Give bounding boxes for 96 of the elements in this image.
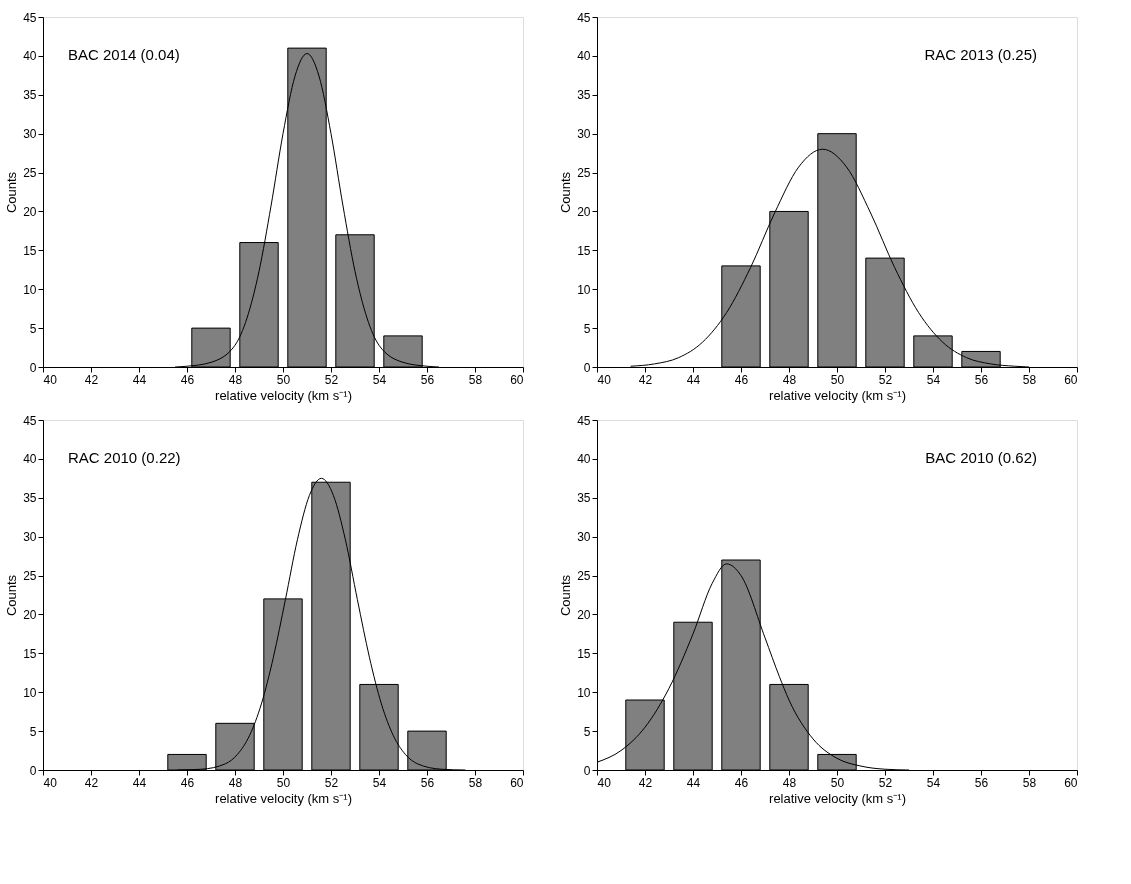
- y-tick-label: 5: [583, 724, 591, 739]
- y-tick-label: 35: [23, 491, 37, 506]
- y-tick-label: 5: [583, 321, 591, 336]
- x-tick-label: 52: [324, 372, 339, 387]
- x-tick-label: 50: [276, 372, 291, 387]
- x-tick-label: 42: [84, 775, 99, 790]
- y-tick-label: 40: [577, 452, 591, 467]
- y-tick-label: 15: [23, 646, 37, 661]
- x-tick-label: 40: [43, 372, 58, 387]
- x-axis-title: relative velocity (km s⁻¹): [769, 790, 906, 806]
- y-tick-label: 30: [23, 530, 37, 545]
- y-tick-label: 30: [577, 530, 591, 545]
- y-tick-label: 25: [577, 569, 591, 584]
- y-tick-label: 15: [577, 646, 591, 661]
- y-axis-title: Counts: [558, 574, 574, 617]
- x-tick-label: 58: [468, 372, 483, 387]
- annotation: BAC 2014 (0.04): [68, 46, 180, 63]
- y-axis-title: Counts: [4, 171, 20, 214]
- y-axis-title: Counts: [558, 171, 574, 214]
- x-tick-label: 42: [638, 372, 653, 387]
- y-tick-label: 35: [577, 88, 591, 103]
- y-tick-label: 15: [23, 243, 37, 258]
- x-tick-label: 48: [782, 372, 797, 387]
- y-tick-label: 40: [23, 452, 37, 467]
- y-tick-label: 25: [577, 166, 591, 181]
- y-tick-label: 45: [577, 10, 591, 25]
- y-tick-label: 20: [577, 204, 591, 219]
- x-tick-label: 54: [372, 372, 387, 387]
- x-tick-label: 54: [926, 372, 941, 387]
- x-tick-label: 50: [276, 775, 291, 790]
- x-tick-label: 60: [1064, 372, 1078, 387]
- y-tick-label: 0: [29, 360, 37, 375]
- y-tick-label: 40: [23, 49, 37, 64]
- x-tick-label: 46: [734, 372, 749, 387]
- y-tick-label: 20: [23, 204, 37, 219]
- x-tick-label: 58: [1022, 372, 1037, 387]
- y-tick-label: 45: [577, 413, 591, 428]
- y-tick-label: 5: [29, 321, 37, 336]
- x-tick-label: 42: [638, 775, 653, 790]
- x-tick-label: 44: [686, 372, 701, 387]
- x-tick-label: 52: [878, 372, 893, 387]
- x-tick-label: 56: [420, 372, 435, 387]
- x-tick-label: 60: [1064, 775, 1078, 790]
- annotation: RAC 2013 (0.25): [924, 46, 1037, 63]
- x-axis-title: relative velocity (km s⁻¹): [215, 387, 352, 403]
- x-tick-label: 60: [510, 775, 524, 790]
- y-axis-title: Counts: [4, 574, 20, 617]
- y-tick-label: 20: [577, 607, 591, 622]
- x-tick-label: 58: [1022, 775, 1037, 790]
- y-tick-label: 0: [583, 763, 591, 778]
- y-tick-label: 25: [23, 569, 37, 584]
- x-tick-label: 44: [132, 775, 147, 790]
- y-tick-label: 10: [577, 685, 591, 700]
- x-tick-label: 60: [510, 372, 524, 387]
- y-tick-label: 20: [23, 607, 37, 622]
- y-tick-label: 10: [23, 282, 37, 297]
- x-tick-label: 52: [878, 775, 893, 790]
- y-tick-label: 45: [23, 10, 37, 25]
- x-tick-label: 54: [372, 775, 387, 790]
- y-tick-label: 35: [577, 491, 591, 506]
- y-tick-label: 0: [29, 763, 37, 778]
- y-tick-label: 10: [23, 685, 37, 700]
- x-axis-title: relative velocity (km s⁻¹): [215, 790, 352, 806]
- x-tick-label: 40: [597, 775, 612, 790]
- annotation: BAC 2010 (0.62): [925, 449, 1037, 466]
- y-tick-label: 45: [23, 413, 37, 428]
- x-tick-label: 42: [84, 372, 99, 387]
- x-tick-label: 56: [974, 372, 989, 387]
- x-tick-label: 58: [468, 775, 483, 790]
- y-tick-label: 25: [23, 166, 37, 181]
- x-tick-label: 50: [830, 372, 845, 387]
- x-tick-label: 54: [926, 775, 941, 790]
- x-tick-label: 52: [324, 775, 339, 790]
- y-tick-label: 40: [577, 49, 591, 64]
- y-tick-label: 30: [23, 127, 37, 142]
- y-tick-label: 35: [23, 88, 37, 103]
- x-axis-title: relative velocity (km s⁻¹): [769, 387, 906, 403]
- x-tick-label: 48: [228, 372, 243, 387]
- y-tick-label: 10: [577, 282, 591, 297]
- x-tick-label: 48: [228, 775, 243, 790]
- x-tick-label: 56: [420, 775, 435, 790]
- x-tick-label: 46: [180, 372, 195, 387]
- x-tick-label: 48: [782, 775, 797, 790]
- x-tick-label: 46: [734, 775, 749, 790]
- x-tick-label: 46: [180, 775, 195, 790]
- x-tick-label: 56: [974, 775, 989, 790]
- y-tick-label: 30: [577, 127, 591, 142]
- y-tick-label: 5: [29, 724, 37, 739]
- x-tick-label: 50: [830, 775, 845, 790]
- x-tick-label: 44: [132, 372, 147, 387]
- y-tick-label: 0: [583, 360, 591, 375]
- y-tick-label: 15: [577, 243, 591, 258]
- x-tick-label: 44: [686, 775, 701, 790]
- annotation: RAC 2010 (0.22): [68, 449, 181, 466]
- x-tick-label: 40: [597, 372, 612, 387]
- x-tick-label: 40: [43, 775, 58, 790]
